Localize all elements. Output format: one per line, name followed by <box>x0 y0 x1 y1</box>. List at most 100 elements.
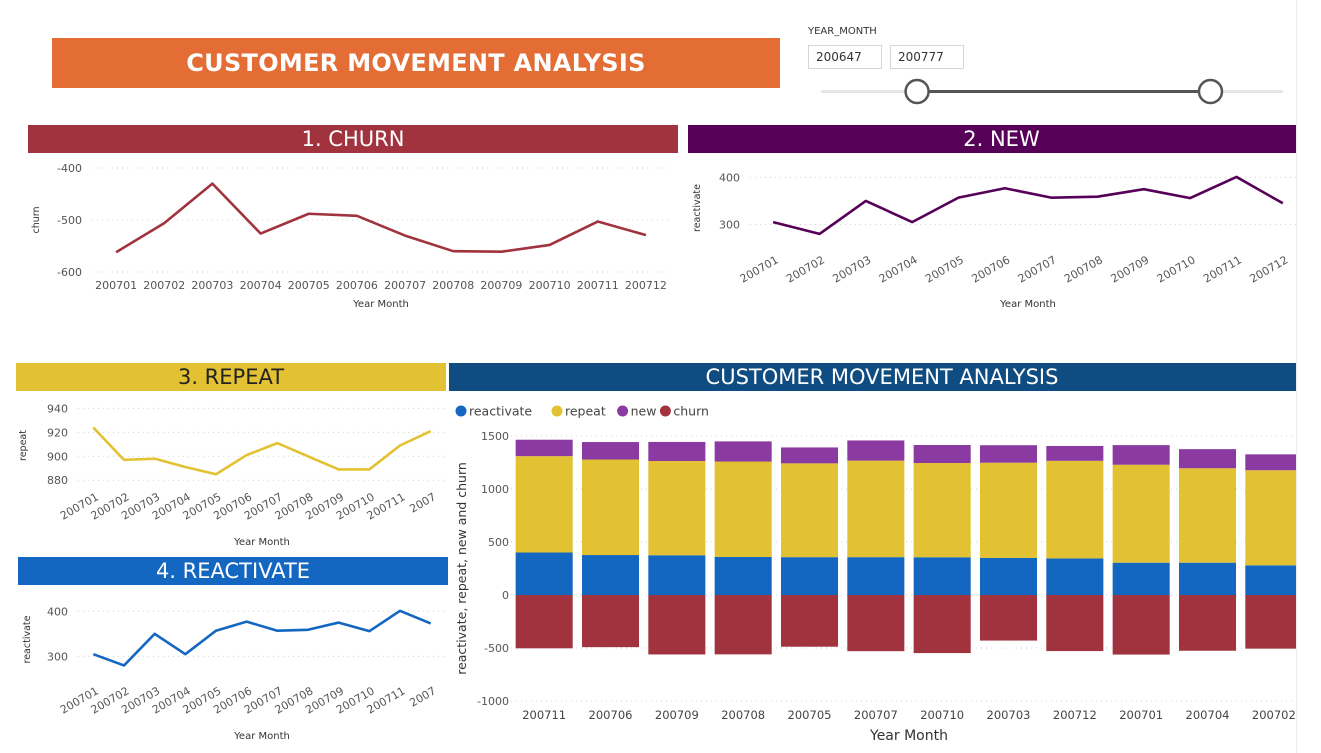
bar-segment-reactivate[interactable] <box>1178 562 1237 595</box>
bar-segment-reactivate[interactable] <box>515 552 573 595</box>
filters-pane-edge[interactable] <box>1296 0 1321 753</box>
slicer-handle-to[interactable] <box>1197 78 1224 105</box>
slicer-label: YEAR_MONTH <box>808 26 877 37</box>
x-tick-label: 200702 <box>784 253 827 285</box>
slicer-handle-from[interactable] <box>904 78 930 105</box>
bar-segment-churn[interactable] <box>780 595 839 647</box>
y-tick-label: 400 <box>47 605 68 618</box>
legend-label-repeat[interactable]: repeat <box>565 404 606 419</box>
bar-segment-new[interactable] <box>979 445 1038 463</box>
x-tick-label: 200709 <box>655 708 699 722</box>
x-tick-label: 200705 <box>288 279 330 292</box>
bar-segment-churn[interactable] <box>1178 595 1237 651</box>
bar-segment-reactivate[interactable] <box>913 557 971 595</box>
slicer-to-input[interactable]: 200777 <box>890 45 964 69</box>
bar-segment-new[interactable] <box>1046 445 1104 461</box>
y-tick-label: -1000 <box>477 695 509 708</box>
bar-segment-repeat[interactable] <box>515 456 573 553</box>
bar-segment-reactivate[interactable] <box>581 555 640 595</box>
bar-segment-repeat[interactable] <box>648 461 706 556</box>
legend-marker-reactivate <box>455 405 467 417</box>
x-tick-label: 200703 <box>191 279 233 292</box>
bar-segment-new[interactable] <box>1178 449 1237 469</box>
bar-segment-reactivate[interactable] <box>847 557 905 595</box>
legend-marker-churn <box>659 405 671 417</box>
y-tick-label: 500 <box>488 536 509 549</box>
bar-segment-churn[interactable] <box>1245 595 1303 649</box>
bar-segment-new[interactable] <box>648 441 706 462</box>
bar-segment-churn[interactable] <box>714 595 772 655</box>
legend-label-new[interactable]: new <box>631 404 657 419</box>
bar-segment-churn[interactable] <box>979 595 1038 641</box>
legend-label-reactivate[interactable]: reactivate <box>469 404 532 419</box>
x-tick-label: 200711 <box>1201 253 1244 285</box>
bar-segment-new[interactable] <box>1245 454 1303 471</box>
bar-segment-churn[interactable] <box>648 595 706 655</box>
x-tick-label: 200704 <box>240 279 282 292</box>
series-line <box>92 426 432 476</box>
y-tick-label: -400 <box>57 162 82 175</box>
x-tick-label: 2007 <box>407 684 438 709</box>
bar-segment-churn[interactable] <box>1112 595 1170 655</box>
series-line <box>772 175 1284 236</box>
bar-segment-repeat[interactable] <box>1112 464 1170 563</box>
bar-segment-reactivate[interactable] <box>780 557 839 595</box>
y-tick-label: 920 <box>47 426 68 439</box>
y-axis-title: repeat <box>18 430 29 461</box>
y-tick-label: 0 <box>502 589 509 602</box>
bar-segment-reactivate[interactable] <box>1112 562 1170 595</box>
bar-segment-new[interactable] <box>847 440 905 461</box>
x-axis-title: Year Month <box>352 299 409 310</box>
bar-segment-churn[interactable] <box>913 595 971 654</box>
x-tick-label: 200706 <box>336 279 378 292</box>
x-tick-label: 200703 <box>830 253 873 285</box>
x-tick-label: 200708 <box>432 279 474 292</box>
bar-segment-reactivate[interactable] <box>714 556 772 595</box>
x-tick-label: 200705 <box>923 253 966 285</box>
x-tick-label: 200707 <box>384 279 426 292</box>
bar-segment-reactivate[interactable] <box>1245 565 1303 595</box>
bar-segment-churn[interactable] <box>847 595 905 652</box>
x-tick-label: 200704 <box>877 253 920 285</box>
bar-segment-repeat[interactable] <box>979 462 1038 558</box>
x-axis-title: Year Month <box>999 299 1056 310</box>
x-tick-label: 200706 <box>589 708 633 722</box>
churn-line-chart: -400 -500 -600 200701 200702 200703 200704 2007… <box>31 162 670 310</box>
bar-segment-repeat[interactable] <box>913 463 971 558</box>
slicer-track[interactable] <box>815 78 1290 106</box>
bar-segment-repeat[interactable] <box>1245 470 1303 566</box>
bar-segment-repeat[interactable] <box>780 463 839 558</box>
combined-header: CUSTOMER MOVEMENT ANALYSIS <box>449 363 1315 391</box>
x-tick-label: 200701 <box>95 279 137 292</box>
slicer-from-input[interactable]: 200647 <box>808 45 882 69</box>
bar-segment-new[interactable] <box>581 442 640 460</box>
x-tick-label: 200710 <box>1155 253 1198 285</box>
y-tick-label: -600 <box>57 266 82 279</box>
legend-label-churn[interactable]: churn <box>673 404 709 419</box>
bar-segment-new[interactable] <box>714 441 772 462</box>
bar-segment-churn[interactable] <box>581 595 640 648</box>
bar-segment-new[interactable] <box>515 439 573 457</box>
y-tick-label: 940 <box>47 402 68 415</box>
bar-segment-reactivate[interactable] <box>1046 558 1104 595</box>
x-tick-label: 200704 <box>1186 708 1230 722</box>
bar-segment-repeat[interactable] <box>1046 460 1104 559</box>
bar-segment-new[interactable] <box>1112 445 1170 465</box>
x-tick-label: 200710 <box>529 279 571 292</box>
bar-segment-repeat[interactable] <box>847 460 905 558</box>
legend-marker-repeat <box>551 405 563 417</box>
bar-segment-reactivate[interactable] <box>648 555 706 595</box>
x-tick-label: 200702 <box>1252 708 1296 722</box>
bar-segment-reactivate[interactable] <box>979 557 1038 595</box>
bar-segment-new[interactable] <box>780 447 839 464</box>
bar-segment-repeat[interactable] <box>714 461 772 557</box>
bar-segment-churn[interactable] <box>1046 595 1104 652</box>
x-axis-title: Year Month <box>233 731 290 742</box>
bar-segment-churn[interactable] <box>515 595 573 649</box>
bar-segment-repeat[interactable] <box>1178 468 1237 563</box>
bar-segment-new[interactable] <box>913 445 971 464</box>
x-tick-label: 200701 <box>738 253 781 285</box>
bar-segment-repeat[interactable] <box>581 459 640 556</box>
y-axis-title: reactivate <box>22 615 33 663</box>
